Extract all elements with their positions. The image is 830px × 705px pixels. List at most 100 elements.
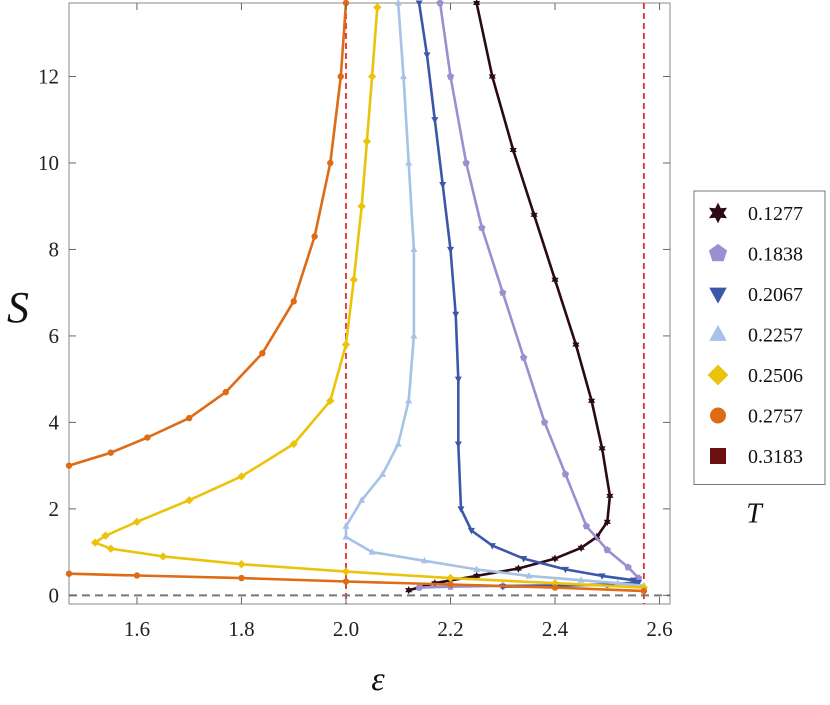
series-0.2506-point [289,439,298,449]
series-0.1838-point [499,288,507,296]
x-tick-label: 1.8 [228,617,254,641]
series-0.2067-point [452,311,460,319]
series-0.2257-point [577,576,585,583]
series-0.2757-point [107,449,115,456]
data-series [65,0,649,595]
series-0.2757-lower-point [65,570,73,577]
series-0.1838-point [520,353,528,361]
series-0.1277-point [572,340,580,349]
series-0.2506-point [357,202,366,211]
series-0.2257-point [394,440,402,447]
series-0.2067-point [467,527,475,535]
series-0.2757-point [186,414,193,422]
axis-ticks: 1.6 1.8 2.0 2.2 2.4 2.6 0 2 4 6 8 10 12 [38,3,673,641]
series-0.2757-lower-point [447,581,454,588]
series-0.2257-point [420,556,428,564]
series-0.2257-point [405,396,413,404]
legend-label: 0.1277 [748,203,803,225]
x-axis-label: ε [371,661,385,698]
y-tick-label: 4 [49,410,60,434]
series-0.2067-point [454,376,462,384]
y-tick-label: 2 [49,497,60,521]
series-0.2257-point [342,522,350,529]
series-0.2067-point [598,573,606,580]
series-0.2506-point [106,544,115,553]
series-0.1277-line [408,2,612,592]
series-0.2067-point [520,556,528,563]
series-0.1838-point [446,72,455,80]
x-tick-label: 2.6 [646,617,672,641]
series-0.2757-point [337,73,344,80]
series-0.2506-point [326,396,335,405]
series-0.1838-point [582,522,590,530]
series-0.1838-point [436,0,444,7]
series-0.1838-point [478,224,486,231]
series-0.1838-point [603,546,611,554]
series-0.1277-point [551,554,559,563]
series-0.2257-point [405,159,413,166]
y-tick-label: 6 [49,324,60,348]
series-0.2506-point [341,567,351,576]
series-0.2506-point [132,517,142,527]
series-0.2757-lower-point [238,574,245,582]
series-0.2067-point [457,506,465,513]
x-tick-label: 1.6 [124,617,150,641]
y-tick-label: 0 [49,583,60,607]
series-0.1277-point [530,210,538,219]
series-0.2757-point [144,434,151,441]
series-0.2506-point [349,275,358,284]
legend-marker-0.1277 [709,202,727,224]
series-0.2506-point [90,538,100,547]
series-0.2506-point [373,3,382,12]
y-axis-label: S [7,283,29,332]
series-0.2257-point [525,572,533,579]
series-0.2067-point [415,0,423,7]
series-0.1838-point [415,583,423,591]
series-0.1277-point [473,0,481,8]
series-0.2257-point [473,565,481,572]
series-0.1838-point [624,563,632,571]
series-0.2257-line [344,2,645,588]
series-0.2067-point [446,246,455,254]
legend-marker-0.2757 [710,407,726,424]
series-0.2757-lower-point [640,587,648,595]
series-0.1277-point [509,145,517,155]
legend-marker-0.2067 [709,287,727,304]
legend-title: T [746,499,764,530]
series-0.1838-line [419,2,640,589]
series-0.2506-point [639,583,649,592]
plot-area-frame [68,2,671,605]
series-0.2506-point [158,552,168,561]
legend-marker-0.3183 [710,448,726,464]
series-0.1277-point [588,396,596,405]
series-0.2506-line [93,7,644,589]
series-0.2257-point [410,332,418,339]
series-0.1277-point [514,564,522,573]
series-0.2757-point [222,388,229,396]
series-0.2757-point [65,462,73,469]
legend-label: 0.2757 [748,406,803,428]
legend-marker-0.2506 [707,364,729,386]
series-0.2506-point [362,137,372,146]
x-tick-label: 2.2 [437,617,463,641]
series-0.2757-point [290,298,297,305]
series-0.2067-point [561,566,569,574]
series-0.2506-point [446,573,455,583]
series-0.1277-point [473,571,481,581]
series-0.1277-point [405,586,413,595]
series-0.2757-point [311,233,318,240]
series-0.2067-point [431,117,439,124]
series-0.2257-point [358,496,366,503]
series-0.1277-point [551,275,559,284]
series-0.2257-point [379,470,387,477]
legend-marker-0.1838 [708,243,728,262]
series-0.2506-point [101,531,110,540]
series-0.2067-point [423,52,431,59]
legend: 0.1277 0.1838 0.2067 0.2257 0.2506 0.2757 0.31… [693,190,826,530]
series-0.2067-point [629,577,637,585]
series-0.1277-point [606,491,614,501]
series-0.2757-point [327,159,334,167]
series-0.2506-point [341,340,351,349]
series-0.2506-point [367,72,377,81]
